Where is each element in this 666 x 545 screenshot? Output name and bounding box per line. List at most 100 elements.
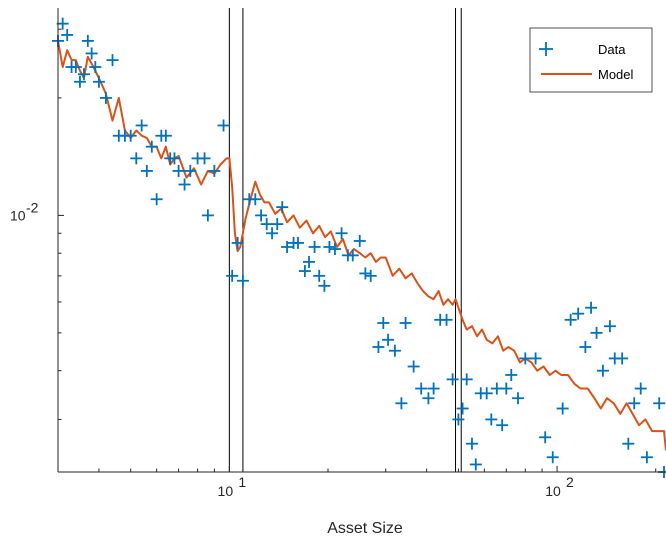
data-point xyxy=(198,152,211,165)
data-point xyxy=(364,269,377,282)
legend-label-model: Model xyxy=(598,67,634,82)
data-point xyxy=(276,201,289,214)
data-point xyxy=(135,119,148,132)
legend: Data Model xyxy=(529,27,653,93)
data-point xyxy=(603,320,616,333)
data-point xyxy=(500,382,513,395)
legend-entry-model: Model xyxy=(541,67,634,82)
data-point xyxy=(496,419,509,432)
data-point xyxy=(653,397,666,410)
data-point xyxy=(556,402,569,415)
data-point xyxy=(328,243,341,256)
x-tick-label-1: 10 xyxy=(218,483,234,499)
y-tick-label-1: 10 xyxy=(10,207,26,223)
data-point xyxy=(73,75,86,88)
data-point xyxy=(529,352,542,365)
data-point xyxy=(546,451,559,464)
data-point xyxy=(124,129,137,142)
data-point xyxy=(415,382,428,395)
data-point xyxy=(505,368,518,381)
data-point xyxy=(130,152,143,165)
data-point xyxy=(150,193,163,206)
data-point xyxy=(465,437,478,450)
data-point xyxy=(106,54,119,67)
data-point xyxy=(159,129,172,142)
data-point xyxy=(622,437,635,450)
data-point xyxy=(323,240,336,253)
data-point xyxy=(628,397,641,410)
data-point xyxy=(335,227,348,240)
data-point xyxy=(511,392,524,405)
x-tick-exponent-2: 2 xyxy=(566,474,574,490)
data-point xyxy=(596,364,609,377)
data-point xyxy=(395,397,408,410)
data-point xyxy=(372,340,385,353)
data-point xyxy=(382,333,395,346)
data-point xyxy=(388,344,401,357)
data-point xyxy=(168,152,181,165)
data-point xyxy=(308,240,321,253)
data-point xyxy=(260,218,273,231)
data-point xyxy=(77,68,90,81)
data-point xyxy=(590,326,603,339)
data-point xyxy=(313,269,326,282)
data-point xyxy=(480,387,493,400)
data-point xyxy=(69,61,82,74)
data-series xyxy=(52,17,666,478)
data-point xyxy=(616,352,629,365)
data-point xyxy=(302,255,315,268)
data-point xyxy=(208,164,221,177)
data-point xyxy=(145,140,158,153)
data-point xyxy=(446,373,459,386)
data-point xyxy=(266,227,279,240)
data-point xyxy=(178,178,191,191)
data-point xyxy=(485,413,498,426)
data-point xyxy=(407,360,420,373)
data-point xyxy=(585,301,598,314)
data-point xyxy=(346,249,359,262)
data-point xyxy=(318,279,331,292)
vertical-reference-lines xyxy=(228,8,462,472)
data-point xyxy=(456,402,469,415)
data-point xyxy=(399,316,412,329)
data-point xyxy=(427,382,440,395)
axes xyxy=(57,8,666,473)
data-point xyxy=(255,209,268,222)
data-point xyxy=(640,451,653,464)
data-point xyxy=(292,236,305,249)
x-tick-label-2: 10 xyxy=(545,483,561,499)
data-point xyxy=(56,17,69,30)
data-point xyxy=(61,28,74,41)
data-point xyxy=(271,218,284,231)
data-point xyxy=(377,316,390,329)
legend-label-data: Data xyxy=(598,42,626,57)
data-point xyxy=(422,392,435,405)
x-tick-exponent-1: 1 xyxy=(238,474,246,490)
data-point xyxy=(140,164,153,177)
data-point xyxy=(217,119,230,132)
data-point xyxy=(519,352,532,365)
data-point xyxy=(579,340,592,353)
data-point xyxy=(359,267,372,280)
data-point xyxy=(298,265,311,278)
data-point xyxy=(452,413,465,426)
x-axis-label: Asset Size xyxy=(327,520,403,537)
data-point xyxy=(81,34,94,47)
data-point xyxy=(539,431,552,444)
data-point xyxy=(85,47,98,60)
data-point xyxy=(184,164,197,177)
data-point xyxy=(564,313,577,326)
data-point xyxy=(572,307,585,320)
legend-entry-data: Data xyxy=(539,42,626,57)
data-point xyxy=(634,382,647,395)
data-point xyxy=(201,209,214,222)
plot-area xyxy=(52,8,666,478)
data-point xyxy=(440,313,453,326)
data-point xyxy=(99,91,112,104)
data-point xyxy=(172,164,185,177)
data-point xyxy=(92,75,105,88)
legend-box xyxy=(529,27,653,93)
data-point xyxy=(236,274,249,287)
